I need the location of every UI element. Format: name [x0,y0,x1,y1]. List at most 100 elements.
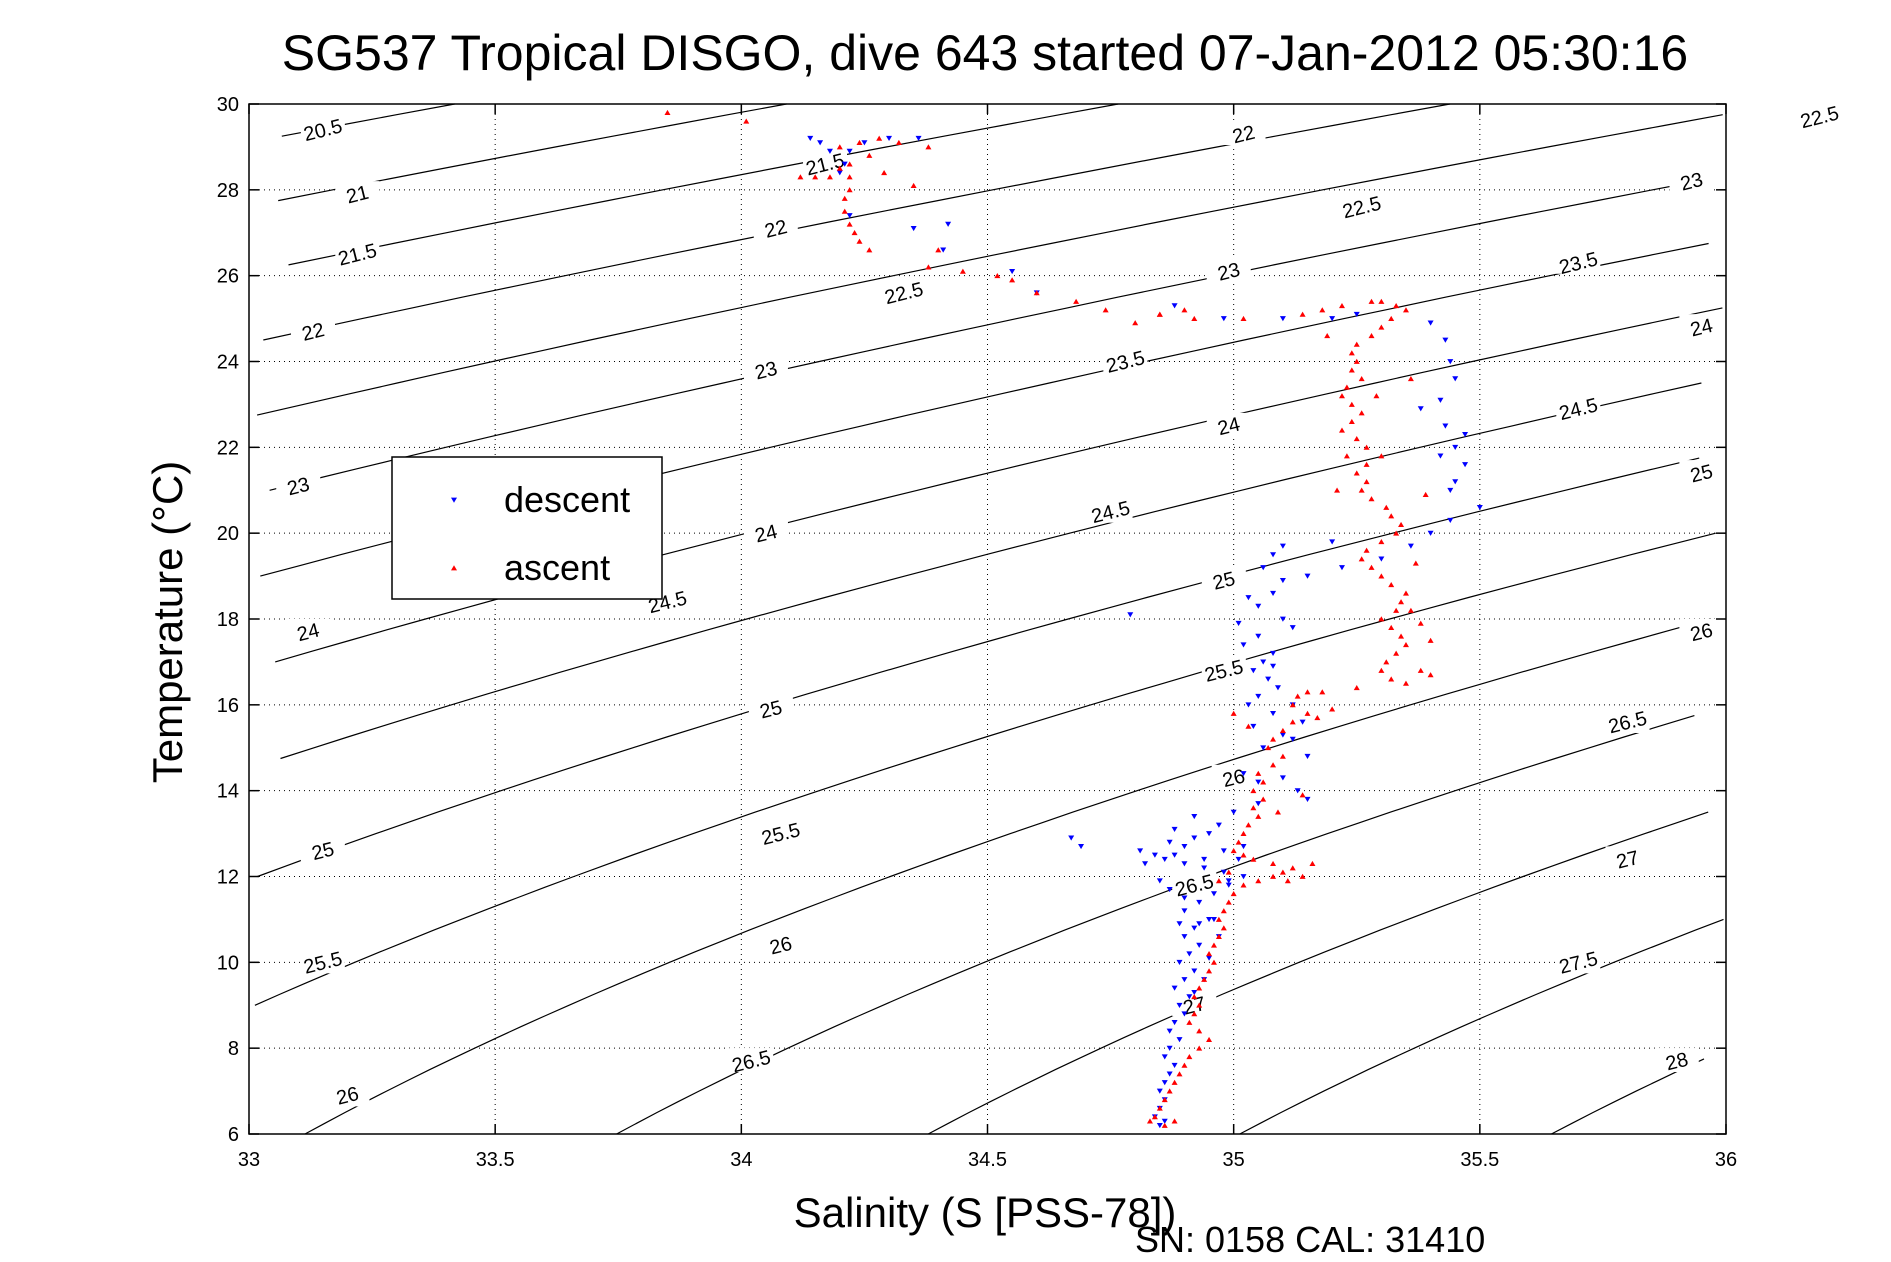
descent-point [1166,839,1173,845]
ascent-point [846,221,853,227]
contour-label: 23 [1216,259,1243,286]
contour-label: 25 [758,697,785,724]
ascent-point [1206,1036,1213,1042]
ascent-point [1417,620,1424,626]
ascent-point [1166,1088,1173,1094]
ascent-point [935,247,942,253]
descent-point [1437,453,1444,459]
descent-point [1279,732,1286,738]
y-axis-label: Temperature (°C) [144,461,191,784]
contour-label-bg [300,116,345,141]
descent-point [1378,556,1385,562]
ascent-point [1368,564,1375,570]
ascent-point [856,238,863,244]
ascent-point [1358,410,1365,416]
descent-point [1166,1071,1173,1077]
ascent-point [1378,324,1385,330]
ascent-point [1378,616,1385,622]
descent-point [1171,1062,1178,1069]
axis-ticks [248,103,1727,1135]
ascent-point [876,135,883,141]
descent-point [841,161,848,167]
descent-point [1191,835,1198,841]
ascent-point [1156,311,1163,317]
contour-label-bg [1679,460,1724,485]
ascent-point [1186,1054,1193,1060]
descent-point [910,226,917,232]
contour-label: 25 [310,838,337,865]
ascent-point [1230,848,1237,854]
descent-point [1206,917,1213,923]
ascent-point [1196,1028,1203,1034]
descent-point [1176,959,1183,966]
density-contour-26 [304,618,1712,1135]
ascent-point [1393,530,1400,536]
ascent-point [1279,869,1286,875]
descent-point [1270,590,1277,596]
descent-point [1260,659,1267,665]
y-tick-label: 20 [217,523,239,545]
ascent-point [910,182,917,188]
ascent-point [743,118,750,124]
ascent-point [1289,865,1296,871]
descent-point [1289,625,1296,631]
contour-label-bg [1211,764,1256,789]
density-contour-27 [927,811,1709,1135]
descent-point [1181,1011,1188,1017]
ascent-point [1201,976,1208,982]
contour-label-bg [1797,103,1842,128]
ascent-point [1270,860,1277,867]
descent-point [1245,595,1252,601]
contour-label-bg [1206,258,1251,283]
ascent-point [1240,852,1247,858]
contour-label: 22 [300,319,327,346]
ascent-point [1402,642,1409,648]
ascent-point [1255,813,1262,819]
descent-point [1191,925,1198,931]
ascent-point [1334,487,1341,493]
density-contour-25 [257,457,1700,878]
descent-point [846,213,853,219]
descent-point [1279,316,1286,322]
ascent-point [797,174,804,180]
ascent-point [895,139,902,146]
descent-point [1191,968,1198,974]
ascent-point [1363,444,1370,450]
ascent-point [1033,290,1040,296]
ascent-point [1368,333,1375,339]
descent-point [1260,565,1267,571]
ascent-point [1388,315,1395,321]
ascent-point [1353,358,1360,364]
ascent-point [1388,624,1395,630]
ascent-point [1358,556,1365,562]
contour-label: 23 [1678,169,1705,196]
ascent-point [1412,560,1419,566]
descent-point [1255,801,1262,807]
descent-point [1191,989,1198,996]
ascent-point [1270,873,1277,879]
ascent-point [1220,908,1227,914]
density-contour-24 [275,307,1723,663]
ascent-point [1102,307,1109,313]
y-tick-label: 16 [217,695,239,717]
ascent-point [1363,461,1370,467]
ascent-point [1348,350,1355,356]
ascent-point [925,264,932,270]
descent-point [1181,861,1188,867]
ascent-point [866,247,873,253]
contour-label: 23 [753,358,780,385]
ascent-point [856,139,863,146]
contour-label-bg [300,837,345,862]
ascent-point [1358,487,1365,493]
contour-label: 23 [285,474,312,501]
ascent-point [1299,311,1306,317]
ascent-point [1427,672,1434,678]
contour-label-bg [753,215,798,240]
descent-point [1235,620,1242,626]
descent-point [1206,955,1213,961]
descent-point [1196,921,1203,927]
ascent-point [1407,607,1414,613]
ascent-point [1206,968,1213,974]
ascent-point [1348,367,1355,373]
contour-label: 22 [1230,122,1257,149]
